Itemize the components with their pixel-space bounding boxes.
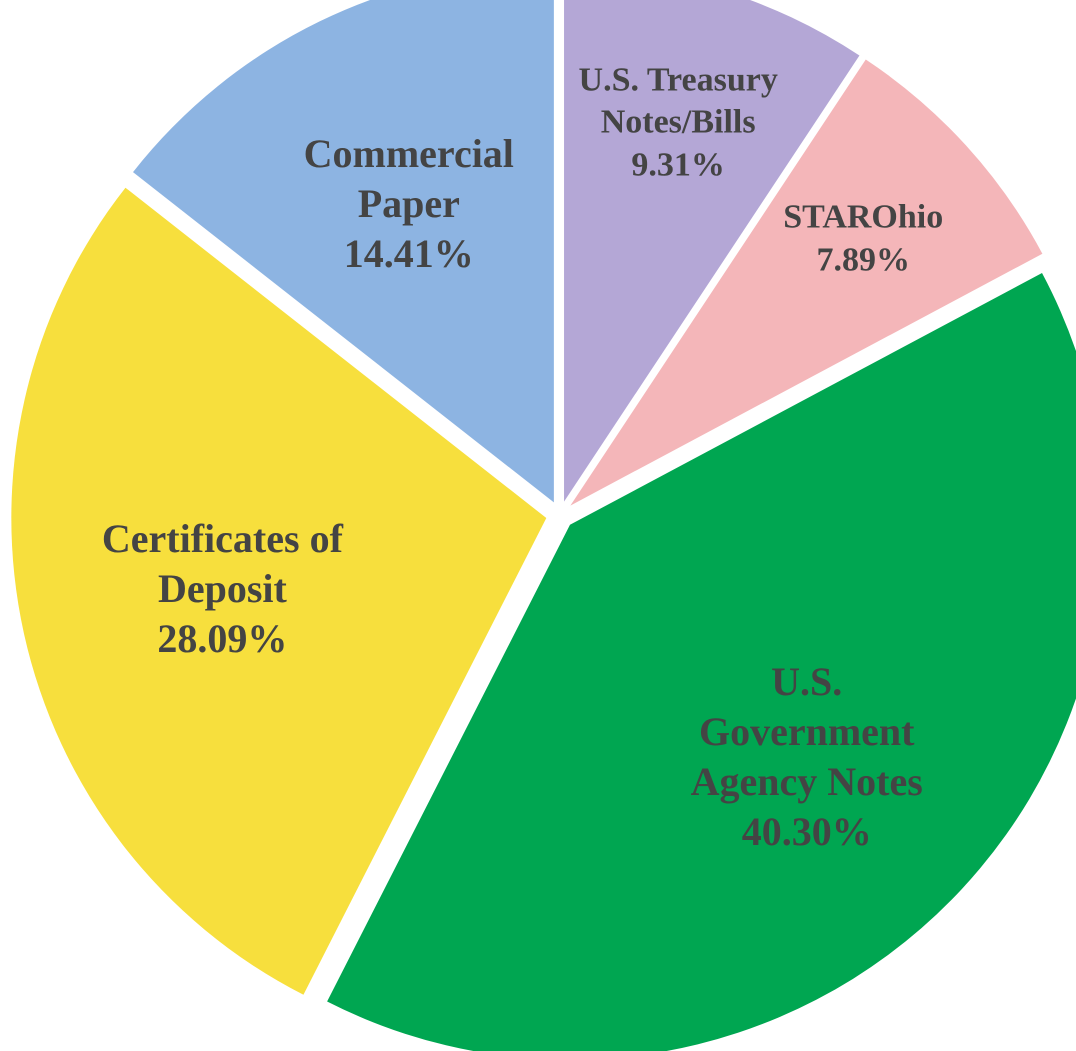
value-label: 40.30% bbox=[741, 809, 872, 855]
pie-slice bbox=[327, 272, 1076, 1051]
slice-label: U.S. Government Agency Notes 40.30% bbox=[672, 657, 942, 857]
value-label: 28.09% bbox=[157, 616, 288, 662]
value-label: 7.89% bbox=[816, 241, 911, 279]
pie-slice bbox=[564, 0, 860, 502]
slice-label: U.S. Treasury Notes/Bills 9.31% bbox=[553, 59, 803, 187]
value-label: 14.41% bbox=[343, 231, 474, 277]
pie-slice bbox=[570, 59, 1043, 506]
category-label: U.S. Government Agency Notes bbox=[690, 659, 923, 805]
pie-slice bbox=[133, 0, 554, 503]
category-label: Commercial Paper bbox=[303, 131, 514, 227]
slice-label: Commercial Paper 14.41% bbox=[274, 129, 544, 279]
value-label: 9.31% bbox=[631, 145, 725, 183]
category-label: Certificates of Deposit bbox=[101, 516, 343, 612]
pie-slice bbox=[11, 187, 547, 995]
category-label: STAROhio bbox=[783, 198, 944, 236]
category-label: U.S. Treasury Notes/Bills bbox=[578, 60, 778, 141]
slice-label: Certificates of Deposit 28.09% bbox=[87, 514, 357, 664]
slice-label: STAROhio 7.89% bbox=[738, 197, 988, 282]
